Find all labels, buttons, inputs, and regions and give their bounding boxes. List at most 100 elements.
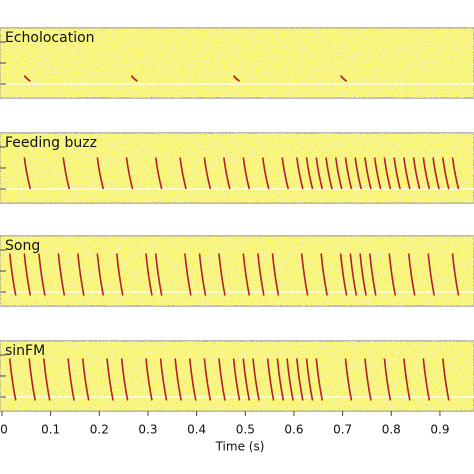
call xyxy=(354,157,362,190)
call xyxy=(145,358,153,401)
call xyxy=(422,157,431,190)
call xyxy=(38,253,46,296)
call xyxy=(364,157,372,190)
x-tick-label: 0.6 xyxy=(284,423,303,437)
call xyxy=(403,358,411,401)
call xyxy=(286,358,294,401)
call xyxy=(96,157,105,190)
panel-noise xyxy=(0,28,474,98)
call xyxy=(67,358,75,401)
call xyxy=(218,358,226,401)
call xyxy=(296,157,304,190)
call xyxy=(412,157,421,190)
call xyxy=(223,157,231,190)
call xyxy=(77,253,85,296)
call xyxy=(120,358,129,401)
x-tick-label: 0.9 xyxy=(430,423,449,437)
call xyxy=(232,358,241,401)
call xyxy=(276,358,285,401)
call xyxy=(188,358,197,401)
call xyxy=(296,358,304,401)
panel-title: Echolocation xyxy=(5,30,95,46)
panel-title: Feeding buzz xyxy=(5,135,97,151)
call xyxy=(442,358,450,401)
call xyxy=(184,253,192,296)
call xyxy=(403,157,411,190)
call xyxy=(145,253,153,296)
panel-title: Song xyxy=(5,238,40,254)
panel-noise xyxy=(0,236,474,306)
call xyxy=(242,157,251,190)
call xyxy=(383,358,392,401)
call xyxy=(57,253,66,296)
call xyxy=(334,157,343,190)
call xyxy=(130,75,138,82)
call xyxy=(203,157,212,190)
call xyxy=(96,253,105,296)
call xyxy=(271,253,280,296)
x-tick-label: 0.1 xyxy=(41,423,60,437)
x-tick-label: 0.4 xyxy=(187,423,206,437)
call xyxy=(369,253,377,296)
call xyxy=(179,157,187,190)
call xyxy=(252,358,260,401)
x-tick-label: 0 xyxy=(0,423,8,437)
call xyxy=(8,358,17,401)
call xyxy=(315,157,324,190)
x-tick-label: 0.5 xyxy=(236,423,255,437)
call xyxy=(407,253,416,296)
call xyxy=(305,157,314,190)
call xyxy=(261,157,270,190)
call xyxy=(383,157,392,190)
call xyxy=(232,75,241,82)
call xyxy=(432,157,440,190)
x-tick-label: 0.7 xyxy=(333,423,352,437)
x-axis-label: Time (s) xyxy=(215,440,265,454)
call xyxy=(339,253,348,296)
call xyxy=(198,253,207,296)
call xyxy=(23,157,32,190)
panel-title: sinFM xyxy=(5,343,45,359)
call xyxy=(115,253,124,296)
call xyxy=(81,358,90,401)
call xyxy=(373,157,382,190)
call xyxy=(266,358,275,401)
call xyxy=(174,358,182,401)
call xyxy=(203,358,212,401)
call xyxy=(281,157,290,190)
call xyxy=(344,157,353,190)
call xyxy=(451,253,460,296)
call xyxy=(305,358,314,401)
call xyxy=(154,253,163,296)
call xyxy=(125,157,134,190)
call xyxy=(359,253,367,296)
call xyxy=(154,157,163,190)
call xyxy=(300,253,309,296)
call xyxy=(106,358,114,401)
call xyxy=(364,358,372,401)
call xyxy=(23,253,32,296)
call xyxy=(349,253,358,296)
call xyxy=(344,358,353,401)
call xyxy=(159,358,168,401)
call xyxy=(422,358,431,401)
call xyxy=(393,157,401,190)
call xyxy=(42,358,51,401)
call xyxy=(315,358,324,401)
x-tick-label: 0.2 xyxy=(90,423,109,437)
call xyxy=(62,157,71,190)
call xyxy=(320,253,328,296)
x-tick-label: 0.3 xyxy=(138,423,157,437)
call xyxy=(28,358,36,401)
call xyxy=(8,253,17,296)
call xyxy=(325,157,333,190)
call xyxy=(242,358,251,401)
call xyxy=(242,253,251,296)
call xyxy=(257,253,265,296)
panel-noise xyxy=(0,341,474,411)
x-tick-label: 0.8 xyxy=(382,423,401,437)
call xyxy=(23,75,31,82)
call xyxy=(388,253,397,296)
